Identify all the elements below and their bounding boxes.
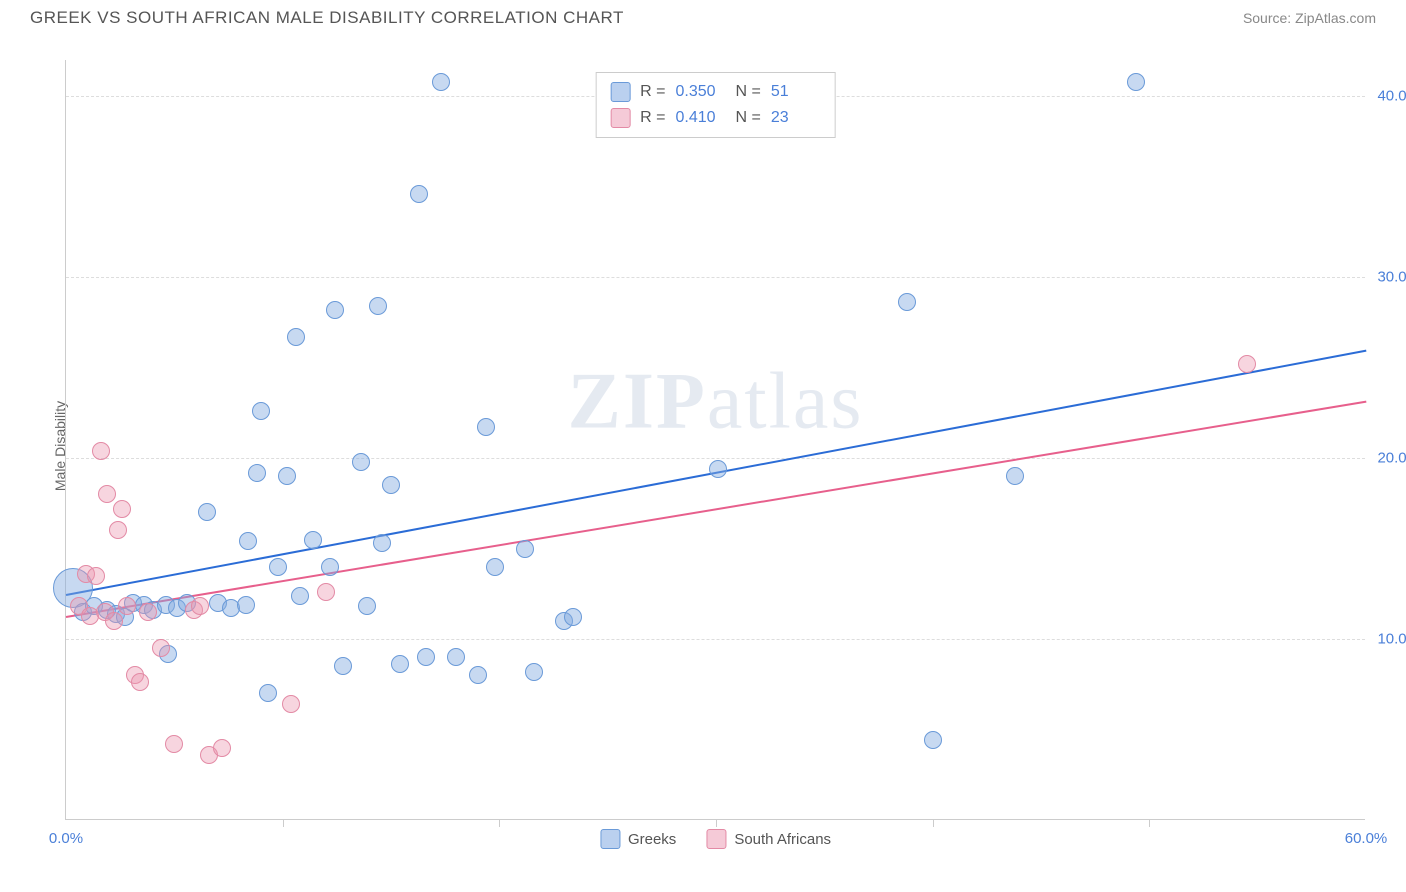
data-point: [326, 301, 344, 319]
data-point: [525, 663, 543, 681]
data-point: [486, 558, 504, 576]
legend-label: South Africans: [734, 831, 831, 848]
data-point: [317, 583, 335, 601]
data-point: [105, 612, 123, 630]
data-point: [109, 521, 127, 539]
stat-n-label: N =: [736, 79, 761, 105]
data-point: [469, 666, 487, 684]
y-tick-label: 20.0%: [1377, 450, 1406, 467]
plot-area: ZIPatlas 10.0%20.0%30.0%40.0%0.0%60.0%R …: [65, 60, 1365, 820]
data-point: [259, 684, 277, 702]
data-point: [334, 657, 352, 675]
stat-r-label: R =: [640, 105, 665, 131]
x-tick: [933, 819, 934, 827]
stat-n-value: 23: [771, 105, 821, 131]
chart-container: ZIPatlas 10.0%20.0%30.0%40.0%0.0%60.0%R …: [55, 50, 1375, 830]
data-point: [410, 185, 428, 203]
chart-title: GREEK VS SOUTH AFRICAN MALE DISABILITY C…: [30, 8, 624, 28]
x-tick: [716, 819, 717, 827]
stat-n-value: 51: [771, 79, 821, 105]
data-point: [269, 558, 287, 576]
data-point: [417, 648, 435, 666]
data-point: [87, 567, 105, 585]
stats-row: R = 0.410 N = 23: [610, 105, 821, 131]
data-point: [113, 500, 131, 518]
data-point: [516, 540, 534, 558]
data-point: [304, 531, 322, 549]
data-point: [282, 695, 300, 713]
data-point: [382, 476, 400, 494]
data-point: [237, 596, 255, 614]
gridline: [66, 639, 1365, 640]
data-point: [709, 460, 727, 478]
data-point: [131, 673, 149, 691]
x-tick: [499, 819, 500, 827]
x-tick-label: 0.0%: [49, 830, 83, 847]
data-point: [92, 442, 110, 460]
data-point: [898, 293, 916, 311]
data-point: [447, 648, 465, 666]
gridline: [66, 277, 1365, 278]
data-point: [213, 739, 231, 757]
legend-swatch: [600, 829, 620, 849]
stats-box: R = 0.350 N = 51 R = 0.410 N = 23: [595, 72, 836, 138]
data-point: [564, 608, 582, 626]
x-tick-label: 60.0%: [1345, 830, 1388, 847]
data-point: [139, 603, 157, 621]
data-point: [373, 534, 391, 552]
data-point: [287, 328, 305, 346]
legend-swatch: [706, 829, 726, 849]
watermark-light: atlas: [707, 357, 864, 445]
x-tick: [1149, 819, 1150, 827]
legend-item: Greeks: [600, 829, 676, 849]
y-tick-label: 10.0%: [1377, 631, 1406, 648]
y-tick-label: 40.0%: [1377, 88, 1406, 105]
data-point: [477, 418, 495, 436]
data-point: [198, 503, 216, 521]
data-point: [191, 597, 209, 615]
data-point: [369, 297, 387, 315]
watermark: ZIPatlas: [568, 356, 864, 447]
stat-n-label: N =: [736, 105, 761, 131]
data-point: [1006, 467, 1024, 485]
legend-swatch: [610, 108, 630, 128]
legend: Greeks South Africans: [600, 829, 831, 849]
data-point: [278, 467, 296, 485]
data-point: [1238, 355, 1256, 373]
data-point: [321, 558, 339, 576]
data-point: [391, 655, 409, 673]
stat-r-label: R =: [640, 79, 665, 105]
data-point: [291, 587, 309, 605]
data-point: [1127, 73, 1145, 91]
data-point: [165, 735, 183, 753]
data-point: [239, 532, 257, 550]
trend-line: [66, 400, 1366, 617]
stats-row: R = 0.350 N = 51: [610, 79, 821, 105]
stat-r-value: 0.350: [676, 79, 726, 105]
legend-swatch: [610, 82, 630, 102]
gridline: [66, 458, 1365, 459]
data-point: [152, 639, 170, 657]
watermark-bold: ZIP: [568, 357, 707, 445]
legend-label: Greeks: [628, 831, 676, 848]
data-point: [248, 464, 266, 482]
data-point: [924, 731, 942, 749]
data-point: [432, 73, 450, 91]
data-point: [118, 597, 136, 615]
stat-r-value: 0.410: [676, 105, 726, 131]
legend-item: South Africans: [706, 829, 831, 849]
data-point: [352, 453, 370, 471]
data-point: [252, 402, 270, 420]
data-point: [98, 485, 116, 503]
source-label: Source: ZipAtlas.com: [1243, 10, 1376, 26]
y-tick-label: 30.0%: [1377, 269, 1406, 286]
data-point: [358, 597, 376, 615]
x-tick: [283, 819, 284, 827]
